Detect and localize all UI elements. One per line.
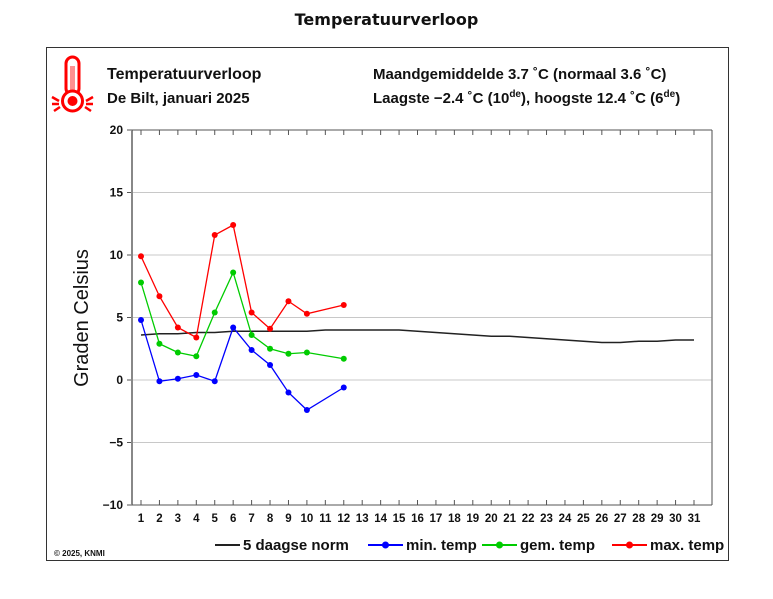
legend-label-min: min. temp [406,537,477,554]
min-data-point [303,407,310,413]
gem-data-point [193,353,200,360]
min-data-point [174,375,181,382]
y-tick-label: 20 [110,123,124,137]
max-data-point [156,293,163,300]
month-average-stats: Maandgemiddelde 3.7 ˚C (normaal 3.6 ˚C) [373,66,666,83]
x-tick-label: 29 [651,513,664,525]
page-title: Temperatuurverloop [294,10,479,29]
chart-subtitle: De Bilt, januari 2025 [107,90,250,107]
max-data-point [285,298,292,305]
legend-label-max: max. temp [650,537,724,554]
min-data-point [156,378,163,385]
min-data-point [340,384,347,391]
y-tick-label: 15 [110,186,124,200]
y-tick-label: 0 [116,373,123,387]
y-tick-label: −5 [109,436,123,450]
legend-label-norm: 5 daagse norm [243,537,349,554]
gem-data-point [174,349,181,356]
thermometer-hot-icon [51,55,94,113]
x-tick-label: 12 [337,513,350,525]
x-tick-label: 8 [267,513,274,525]
x-tick-label: 6 [230,513,236,525]
legend-marker-gem [496,541,503,549]
max-data-point [340,302,347,308]
y-tick-label: 10 [110,248,124,262]
max-data-point [193,334,200,341]
max-data-point [230,222,237,228]
x-tick-label: 24 [559,513,572,525]
copyright: © 2025, KNMI [54,549,105,558]
min-data-point [193,372,200,378]
gem-data-point [156,340,163,347]
x-tick-label: 28 [632,513,645,525]
x-tick-label: 7 [248,513,254,525]
x-tick-label: 19 [466,513,479,525]
x-tick-label: 4 [193,513,200,525]
x-tick-label: 2 [156,513,162,525]
x-tick-label: 5 [212,513,219,525]
x-tick-label: 14 [374,513,387,525]
legend-label-gem: gem. temp [520,537,595,554]
x-tick-label: 30 [669,513,682,525]
min-data-point [248,347,255,353]
max-data-point [211,232,218,238]
norm-series-line [140,329,694,344]
min-data-point [230,324,237,331]
x-tick-label: 9 [285,513,291,525]
gem-data-point [267,345,274,352]
x-tick-label: 26 [595,513,608,525]
legend-marker-max [626,541,633,549]
y-tick-label: −10 [103,498,124,512]
gem-data-point [230,269,237,276]
gem-data-point [303,349,310,356]
min-data-point [211,378,218,385]
x-tick-label: 31 [688,513,701,525]
gem-data-point [211,309,218,316]
x-tick-label: 1 [138,513,145,525]
x-tick-label: 10 [301,513,314,525]
gem-data-point [340,355,347,362]
x-tick-label: 11 [319,513,332,525]
max-series-line [140,224,344,339]
legend-marker-min [382,541,389,549]
max-data-point [174,324,181,331]
chart-title: Temperatuurverloop [107,66,262,83]
gem-data-point [285,350,292,357]
x-tick-label: 21 [503,513,516,525]
min-data-point [138,317,144,323]
min-data-point [267,362,274,368]
x-tick-label: 3 [175,513,181,525]
gem-data-point [248,332,255,338]
extremes-stats: Laagste −2.4 ˚C (10de), hoogste 12.4 ˚C … [373,89,680,107]
x-tick-label: 22 [522,513,535,525]
x-tick-label: 15 [393,513,406,525]
max-data-point [138,253,144,260]
max-data-point [248,309,255,316]
max-data-point [267,325,274,332]
gem-data-point [138,279,144,286]
x-tick-label: 23 [540,513,553,525]
x-tick-label: 16 [411,513,424,525]
y-tick-label: 5 [116,311,123,325]
max-data-point [303,310,310,317]
min-data-point [285,389,292,396]
x-tick-label: 18 [448,513,461,525]
x-tick-label: 17 [430,513,443,525]
x-tick-label: 13 [356,513,369,525]
y-axis-label: Graden Celsius [71,249,93,387]
x-tick-label: 25 [577,513,590,525]
x-tick-label: 20 [485,513,498,525]
x-tick-label: 27 [614,513,627,525]
